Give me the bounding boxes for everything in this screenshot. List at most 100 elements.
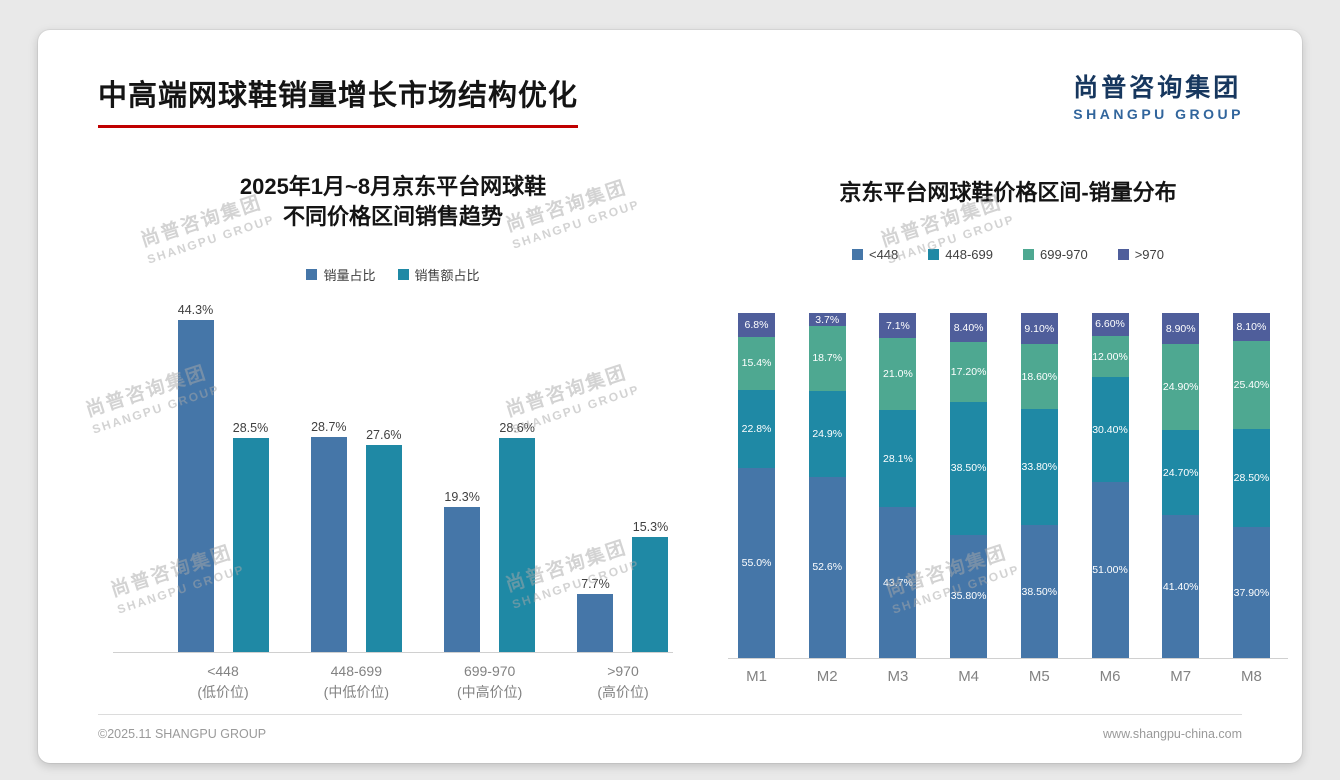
- category-label: <448 (低价位): [197, 661, 248, 703]
- bar-group: 44.3% 28.5% <448 (低价位): [173, 300, 273, 703]
- legend-item: <448: [851, 247, 898, 262]
- bar-rect: [232, 438, 269, 652]
- bar-segment: 6.60%: [1091, 313, 1129, 336]
- left-chart-title: 2025年1月~8月京东平台网球鞋 不同价格区间销售趋势: [113, 172, 673, 232]
- left-chart-title-line2: 不同价格区间销售趋势: [282, 204, 503, 229]
- right-chart-section: 京东平台网球鞋价格区间-销量分布 <448 448-699 699-970 >970 …: [728, 172, 1288, 685]
- bar-rect: [632, 537, 669, 652]
- bar-rect: [577, 594, 614, 652]
- bar-segment: 30.40%: [1091, 377, 1129, 483]
- legend-label: >970: [1134, 246, 1165, 262]
- bar-value-label: 15.3%: [632, 520, 669, 535]
- legend-swatch: [1023, 248, 1034, 260]
- x-axis-line: [728, 658, 1288, 659]
- segment-value-label: 8.90%: [1165, 322, 1196, 335]
- bar: 28.7%: [310, 420, 347, 652]
- segment-value-label: 55.0%: [741, 557, 772, 570]
- legend-item: 699-970: [1023, 247, 1088, 262]
- segment-value-label: 21.0%: [883, 368, 913, 381]
- bar-segment: 38.50%: [1020, 525, 1058, 658]
- segment-value-label: 37.90%: [1233, 586, 1270, 599]
- stacked-bar: 8.10% 25.40% 28.50% 37.90%: [1232, 313, 1270, 658]
- segment-value-label: 38.50%: [1021, 585, 1058, 598]
- bar: 44.3%: [177, 303, 214, 652]
- segment-value-label: 18.7%: [812, 352, 843, 365]
- left-chart-section: 2025年1月~8月京东平台网球鞋 不同价格区间销售趋势 销量占比 销售额占比 4…: [113, 172, 673, 703]
- segment-value-label: 24.9%: [812, 427, 843, 440]
- stacked-column: 8.90% 24.90% 24.70% 41.40% M7: [1162, 313, 1200, 685]
- stacked-column: 7.1% 21.0% 28.1% 43.7% M3: [879, 313, 917, 685]
- category-label: M5: [1028, 668, 1050, 685]
- bar-segment: 17.20%: [950, 342, 988, 402]
- stacked-bar: 9.10% 18.60% 33.80% 38.50%: [1020, 313, 1058, 658]
- stacked-column: 9.10% 18.60% 33.80% 38.50% M5: [1020, 313, 1058, 685]
- stacked-bar: 6.60% 12.00% 30.40% 51.00%: [1091, 313, 1129, 658]
- legend-label: 销量占比: [323, 267, 376, 283]
- bar-segment: 6.8%: [738, 313, 775, 337]
- header: 中高端网球鞋销量增长市场结构优化 尚普咨询集团 SHANGPU GROUP: [98, 72, 1244, 128]
- bar-value-label: 19.3%: [444, 490, 480, 505]
- bar-rect: [499, 437, 536, 652]
- category-tier: (高价位): [597, 684, 649, 700]
- bar-segment: 9.10%: [1020, 313, 1058, 345]
- legend-swatch: [397, 268, 409, 280]
- bar-segment: 21.0%: [879, 337, 917, 411]
- bar: 15.3%: [632, 520, 669, 652]
- stacked-column: 6.8% 15.4% 22.8% 55.0% M1: [738, 313, 775, 685]
- legend-item: 销量占比: [306, 265, 376, 284]
- bar: 19.3%: [444, 490, 481, 652]
- segment-value-label: 18.60%: [1021, 370, 1058, 383]
- segment-value-label: 38.50%: [950, 462, 987, 475]
- segment-value-label: 35.80%: [950, 590, 987, 603]
- bar-value-label: 28.5%: [232, 421, 269, 436]
- segment-value-label: 28.1%: [883, 452, 913, 465]
- right-chart-legend: <448 448-699 699-970 >970: [728, 244, 1288, 264]
- category-name: <448: [207, 663, 239, 679]
- segment-value-label: 8.10%: [1236, 321, 1267, 334]
- category-tier: (中高价位): [456, 684, 523, 700]
- stacked-bar: 7.1% 21.0% 28.1% 43.7%: [879, 313, 917, 658]
- category-tier: (中低价位): [323, 684, 389, 700]
- bar-pair: 28.7% 27.6%: [310, 300, 402, 652]
- bar-segment: 33.80%: [1020, 408, 1058, 526]
- segment-value-label: 24.70%: [1162, 466, 1199, 479]
- legend-item: >970: [1117, 246, 1165, 262]
- bar: 27.6%: [365, 428, 402, 652]
- grouped-bar-chart: 44.3% 28.5% <448 (低价位) 28.7% 27.6% 448-699 (中低价…: [113, 300, 673, 703]
- legend-swatch: [851, 248, 863, 260]
- category-label: >970 (高价位): [597, 661, 648, 703]
- segment-value-label: 52.6%: [812, 561, 843, 574]
- bar-segment: 15.4%: [738, 336, 775, 390]
- footer: ©2025.11 SHANGPU GROUP www.shangpu-china…: [98, 714, 1242, 741]
- x-axis-line: [113, 652, 673, 653]
- bar-pair: 7.7% 15.3%: [577, 300, 669, 652]
- stacked-column: 6.60% 12.00% 30.40% 51.00% M6: [1091, 313, 1129, 685]
- category-name: >970: [607, 663, 639, 679]
- segment-value-label: 25.40%: [1233, 379, 1270, 392]
- bar-segment: 8.10%: [1232, 313, 1270, 342]
- bar-segment: 18.60%: [1020, 344, 1058, 409]
- bar-segment: 52.6%: [808, 476, 846, 658]
- category-label: 699-970 (中高价位): [457, 661, 522, 703]
- bar-segment: 41.40%: [1162, 515, 1200, 658]
- segment-value-label: 6.8%: [744, 318, 769, 331]
- segment-value-label: 8.40%: [953, 321, 984, 334]
- category-label: M7: [1170, 668, 1192, 685]
- legend-label: 销售额占比: [414, 267, 480, 283]
- bar-value-label: 27.6%: [366, 428, 402, 442]
- stacked-column: 8.40% 17.20% 38.50% 35.80% M4: [950, 313, 988, 685]
- legend-label: 699-970: [1040, 246, 1088, 262]
- category-label: M4: [958, 668, 980, 685]
- bar-segment: 8.40%: [950, 313, 988, 343]
- bar-segment: 55.0%: [738, 468, 775, 658]
- category-name: 699-970: [463, 663, 516, 679]
- segment-value-label: 41.40%: [1162, 580, 1199, 593]
- bar: 28.5%: [232, 421, 269, 652]
- bar: 7.7%: [577, 577, 614, 652]
- segment-value-label: 15.4%: [741, 357, 772, 370]
- company-logo: 尚普咨询集团 SHANGPU GROUP: [1073, 68, 1244, 122]
- bar: 28.6%: [499, 421, 536, 652]
- bar-segment: 28.1%: [879, 410, 917, 508]
- category-label: M8: [1241, 668, 1262, 685]
- bar-segment: 24.9%: [808, 390, 846, 477]
